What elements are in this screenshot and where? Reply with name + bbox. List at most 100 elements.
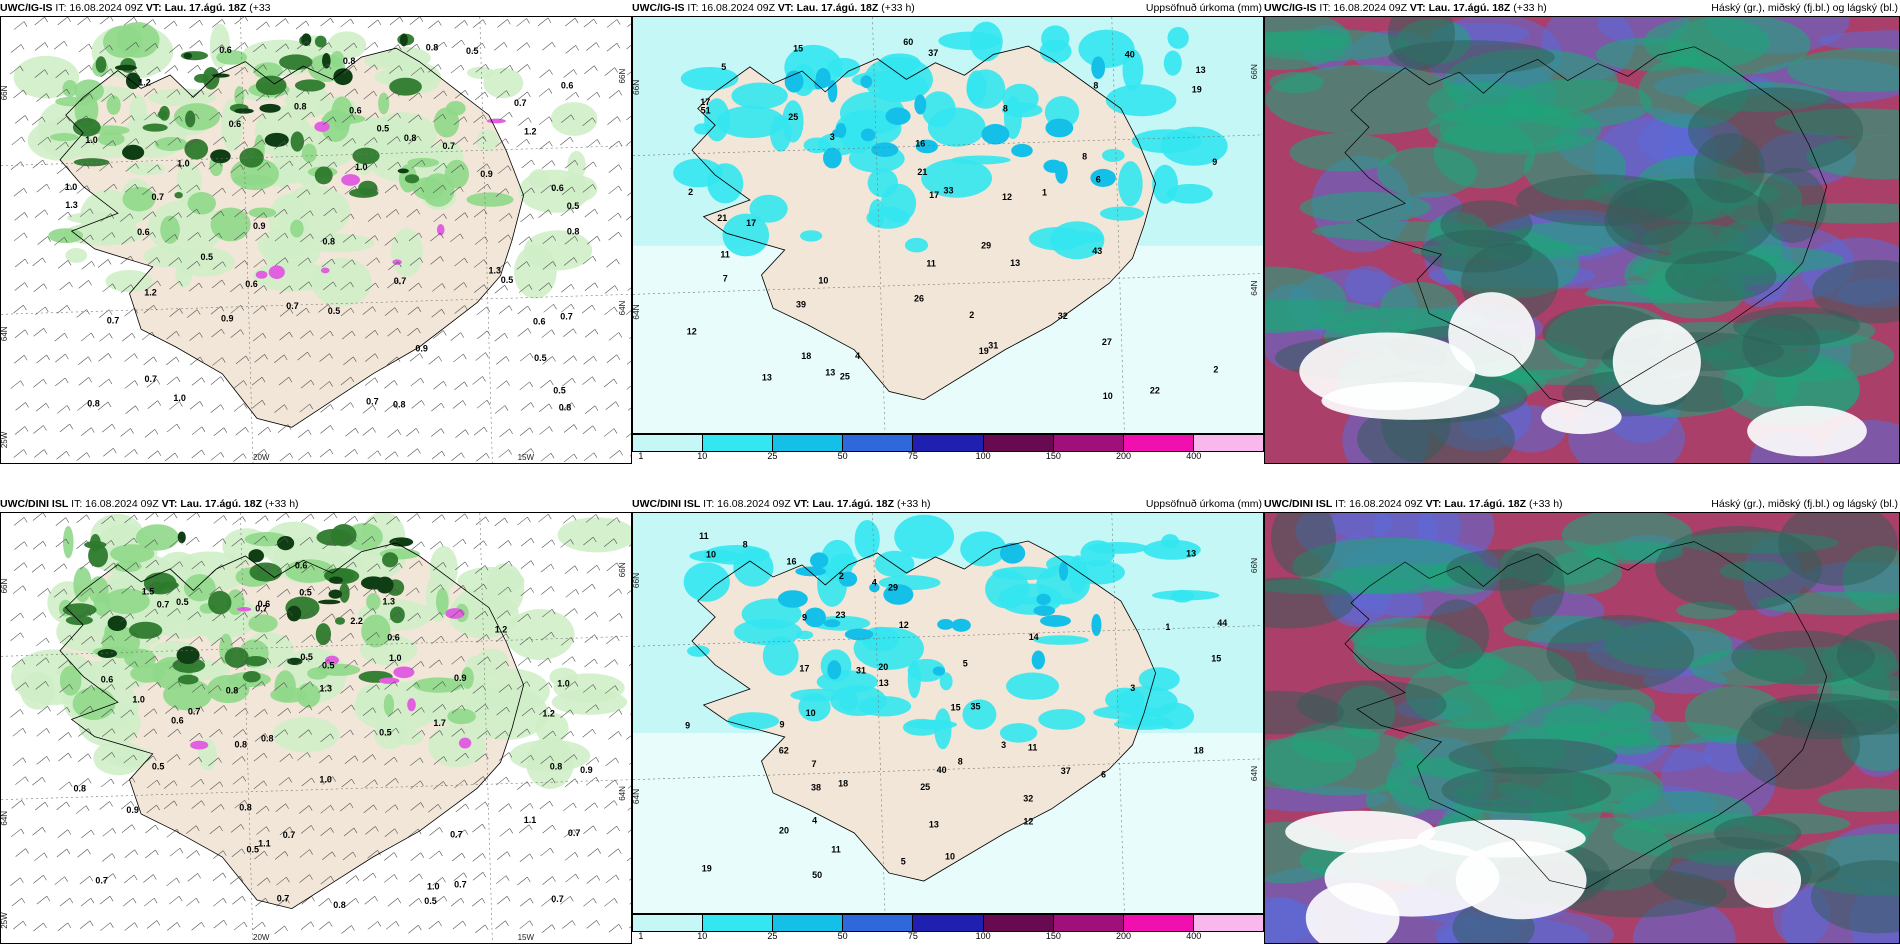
wind-barb	[299, 874, 313, 883]
grid-value-label: 8	[743, 539, 748, 549]
wind-barb	[209, 825, 223, 835]
wind-barb	[517, 305, 532, 315]
wind-zone-extreme	[122, 144, 145, 160]
mixed-cloud-patch	[1271, 513, 1336, 577]
wind-barb	[540, 452, 555, 462]
clear-sky-patch	[1285, 810, 1436, 853]
wind-barb	[319, 921, 333, 930]
grid-value-label: 1.1	[524, 815, 537, 825]
latitude-label: 66N	[618, 562, 627, 577]
wind-barb	[274, 89, 288, 99]
grid-value-label: 0.7	[560, 312, 573, 322]
panel-clouds-igis: UWC/IG-IS IT: 16.08.2024 09Z VT: Lau. 17…	[1264, 0, 1900, 464]
wind-barb	[33, 425, 47, 434]
wind-barb	[628, 544, 631, 547]
colorbar-tick-label: 100	[975, 451, 991, 461]
wind-barb	[186, 850, 200, 859]
wind-barb	[385, 804, 399, 813]
wind-barb	[146, 804, 160, 814]
wind-barb	[12, 585, 27, 594]
wind-barb	[563, 257, 578, 266]
wind-barb	[98, 353, 112, 362]
wind-barb	[626, 857, 631, 862]
wind-barb	[563, 754, 578, 763]
grid-value-label: 17	[799, 663, 809, 673]
wind-zone-light	[148, 88, 217, 107]
wind-barb	[473, 583, 487, 593]
coastline	[59, 47, 525, 428]
wind-zone-extreme	[234, 108, 254, 114]
wind-barb	[298, 704, 313, 714]
wind-barb	[362, 608, 377, 617]
wind-barb	[387, 112, 401, 122]
wind-barb	[433, 896, 448, 905]
wind-zone-strong	[157, 110, 168, 119]
land-area	[692, 541, 1156, 882]
grid-value-label: 39	[796, 299, 806, 309]
grid-value-label: 13	[1196, 65, 1206, 75]
wind-barb	[409, 353, 424, 362]
precip-zone	[921, 91, 956, 128]
grid-value-label: 40	[1125, 50, 1135, 60]
precip-zone	[894, 514, 955, 559]
wind-barb	[297, 351, 311, 361]
wind-zone-light	[550, 102, 598, 136]
wind-barb	[585, 756, 600, 766]
grid-value-label: 0.8	[323, 237, 336, 247]
wind-barb	[33, 379, 47, 388]
wind-barb	[320, 233, 334, 243]
wind-barb	[232, 115, 246, 125]
latitude-line	[1, 294, 631, 315]
wind-barb	[583, 898, 597, 907]
wind-barb	[319, 637, 333, 647]
grid-value-label: 1.3	[320, 684, 333, 694]
wind-zone-light	[299, 233, 375, 253]
wind-barb	[410, 780, 424, 790]
wind-barb	[542, 261, 557, 270]
wind-barb	[516, 18, 530, 27]
wind-barb	[296, 656, 310, 666]
wind-barb	[584, 658, 598, 668]
longitude-line	[1111, 513, 1125, 913]
wind-barb	[253, 285, 268, 294]
precip-zone	[874, 550, 915, 578]
wind-barb	[186, 208, 200, 218]
wind-barb	[627, 829, 631, 833]
wind-barb	[145, 43, 159, 52]
grid-value-label: 0.7	[450, 829, 463, 839]
wind-barb	[344, 165, 359, 175]
colorbar-swatch	[1123, 915, 1194, 931]
wind-barb	[520, 587, 534, 596]
grid-value-label: 10	[818, 276, 828, 286]
wind-barb	[429, 659, 443, 669]
wind-zone-strong	[334, 617, 346, 625]
wind-barb	[209, 781, 224, 790]
wind-barb	[57, 922, 72, 932]
grid-value-label: 31	[856, 665, 866, 675]
wind-barb	[168, 660, 183, 669]
grid-value-label: 5	[901, 856, 906, 866]
wind-barb	[520, 803, 534, 812]
wind-barb	[454, 779, 468, 789]
wind-barb	[211, 612, 226, 622]
wind-barb	[189, 20, 203, 29]
wind-barb	[125, 405, 139, 414]
low-cloud-patch	[1561, 513, 1693, 561]
wind-barb	[101, 423, 116, 433]
wind-barb	[191, 426, 206, 436]
wind-barb	[186, 260, 201, 270]
wind-zone-strong	[339, 583, 350, 603]
wind-barb	[476, 399, 491, 409]
grid-value-label: 12	[899, 620, 909, 630]
precip-zone-heavy	[869, 583, 880, 593]
grid-value-label: 0.7	[443, 141, 456, 151]
precip-zone-heavy	[915, 139, 938, 154]
wind-barb	[626, 385, 631, 390]
wind-barb	[606, 825, 620, 835]
wind-zone-strong	[177, 674, 199, 685]
wind-barb	[186, 138, 201, 148]
latitude-label: 66N	[1250, 64, 1259, 79]
wind-barb	[230, 164, 244, 174]
grid-value-label: 19	[702, 864, 712, 874]
wind-barb	[604, 779, 619, 789]
